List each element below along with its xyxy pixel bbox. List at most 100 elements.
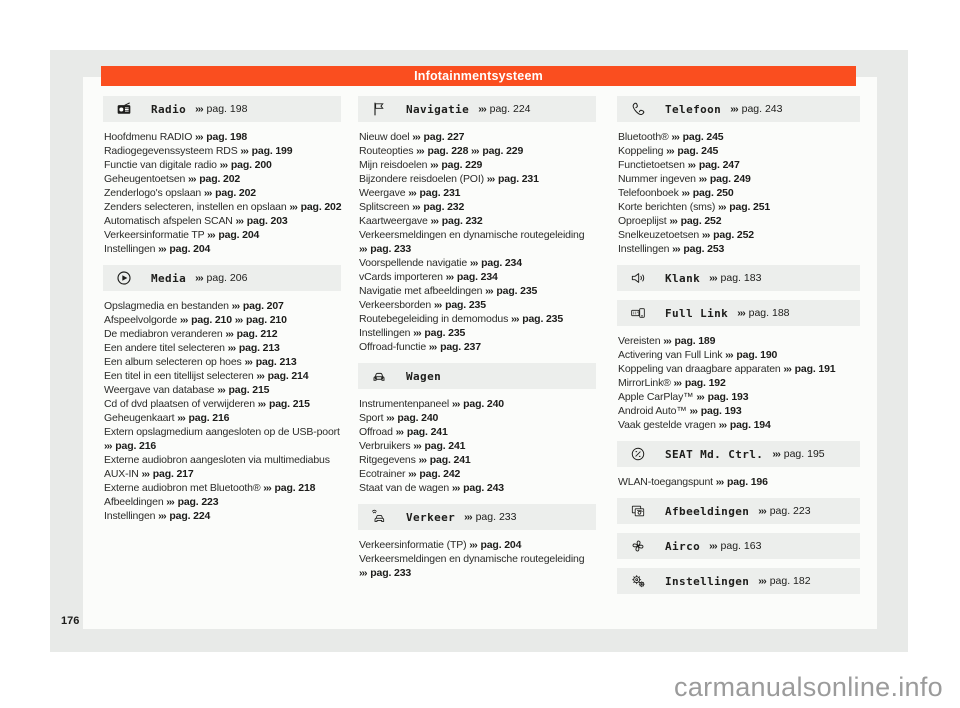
section-label: Radio xyxy=(151,102,187,116)
toc-item: Mijn reisdoelen ››› pag. 229 xyxy=(359,159,483,171)
ref-chevrons-icon: ››› xyxy=(244,356,252,368)
page-ref: ››› pag. 199 xyxy=(240,145,293,157)
ref-chevrons-icon: ››› xyxy=(203,187,212,199)
toc-item: Instellingen ››› pag. 204 xyxy=(104,243,211,255)
toc-item: Cd of dvd plaatsen of verwijderen ››› pa… xyxy=(104,398,310,410)
section-item-list: WLAN-toegangspunt ››› pag. 196 xyxy=(618,475,875,489)
section-wagen: Wagen Instrumentenpaneel ››› pag. 240 Spor… xyxy=(358,363,596,495)
page-ref: ››› pag. 182 xyxy=(758,575,811,587)
toc-item: Telefoonboek ››› pag. 250 xyxy=(618,187,734,199)
toc-item: Een andere titel selecteren ››› pag. 213 xyxy=(104,342,280,354)
toc-item: Staat van de wagen ››› pag. 243 xyxy=(359,482,504,494)
section-item-list: Vereisten ››› pag. 189 Activering van Ful… xyxy=(618,334,875,432)
page-ref: ››› pag. 213 xyxy=(244,356,297,368)
ref-chevrons-icon: ››› xyxy=(783,363,791,375)
toc-item: Geheugentoetsen ››› pag. 202 xyxy=(104,173,241,185)
section-telefoon: Telefoon ››› pag. 243 Bluetooth® ››› pag. … xyxy=(617,96,860,256)
page-ref: ››› pag. 198 xyxy=(195,103,248,115)
ref-chevrons-icon: ››› xyxy=(718,419,727,431)
toc-item: Nieuw doel ››› pag. 227 xyxy=(359,131,465,143)
page-ref: ››› pag. 252 xyxy=(701,229,754,241)
flag-icon xyxy=(371,101,387,117)
ref-chevrons-icon: ››› xyxy=(359,243,367,255)
column-right: Telefoon ››› pag. 243 Bluetooth® ››› pag. … xyxy=(617,96,860,603)
toc-item: Weergave ››› pag. 231 xyxy=(359,187,461,199)
page-ref: ››› pag. 223 xyxy=(166,496,219,508)
section-instellingen: Instellingen ››› pag. 182 xyxy=(617,568,860,594)
gears-icon xyxy=(630,573,646,589)
section-header-media: Media ››› pag. 206 xyxy=(103,265,341,291)
section-radio: Radio ››› pag. 198 Hoofdmenu RADIO ››› pag… xyxy=(103,96,342,256)
ref-chevrons-icon: ››› xyxy=(737,307,745,319)
ref-chevrons-icon: ››› xyxy=(469,257,478,269)
section-header-verkeer: Verkeer ››› pag. 233 xyxy=(358,504,596,530)
section-label: Media xyxy=(151,271,187,285)
toc-item: Instellingen ››› pag. 253 xyxy=(618,243,725,255)
section-header-instellingen: Instellingen ››› pag. 182 xyxy=(617,568,860,594)
page-ref: ››› pag. 204 xyxy=(158,243,211,255)
page-ref: ››› pag. 227 xyxy=(412,131,465,143)
ref-chevrons-icon: ››› xyxy=(188,173,196,185)
ref-chevrons-icon: ››› xyxy=(433,299,442,311)
page-ref: ››› pag. 229 xyxy=(430,159,483,171)
ref-chevrons-icon: ››› xyxy=(469,539,477,551)
page-ref: ››› pag. 202 xyxy=(188,173,241,185)
page-ref: ››› pag. 195 xyxy=(772,448,825,460)
toc-item: Verkeersinformatie TP ››› pag. 204 xyxy=(104,229,260,241)
ref-chevrons-icon: ››› xyxy=(709,540,717,552)
ref-chevrons-icon: ››› xyxy=(177,412,185,424)
ref-chevrons-icon: ››› xyxy=(673,377,682,389)
section-item-list: Opslagmedia en bestanden ››› pag. 207 Afs… xyxy=(104,299,356,523)
toc-item: Instellingen ››› pag. 235 xyxy=(359,327,466,339)
section-item-list: Bluetooth® ››› pag. 245 Koppeling ››› pag… xyxy=(618,130,875,256)
chapter-banner: Infotainmentsysteem xyxy=(101,66,856,86)
toc-item: Externe audiobron aangesloten via multim… xyxy=(104,454,330,480)
ref-chevrons-icon: ››› xyxy=(256,370,264,382)
ref-chevrons-icon: ››› xyxy=(510,313,519,325)
toc-item: Functietoetsen ››› pag. 247 xyxy=(618,159,740,171)
page-ref: ››› pag. 202 xyxy=(289,201,342,213)
section-header-telefoon: Telefoon ››› pag. 243 xyxy=(617,96,860,122)
ref-chevrons-icon: ››› xyxy=(412,131,420,143)
toc-item: Splitscreen ››› pag. 232 xyxy=(359,201,465,213)
section-label: Airco xyxy=(665,539,701,553)
ref-chevrons-icon: ››› xyxy=(104,440,112,452)
section-header-afbeeldingen: Afbeeldingen ››› pag. 223 xyxy=(617,498,860,524)
ref-chevrons-icon: ››› xyxy=(413,440,421,452)
ref-chevrons-icon: ››› xyxy=(386,412,394,424)
toc-item: Nummer ingeven ››› pag. 249 xyxy=(618,173,751,185)
section-label: Telefoon xyxy=(665,102,722,116)
page-ref: ››› pag. 240 xyxy=(386,412,439,424)
page-ref: ››› pag. 241 xyxy=(418,454,471,466)
page-ref: ››› pag. 193 xyxy=(696,391,749,403)
page-ref: ››› pag. 210 xyxy=(179,314,232,326)
page-ref: ››› pag. 203 xyxy=(235,215,288,227)
page-ref: ››› pag. 216 xyxy=(177,412,230,424)
section-item-list: Hoofdmenu RADIO ››› pag. 198 Radiogegeven… xyxy=(104,130,356,256)
ref-chevrons-icon: ››› xyxy=(486,173,495,185)
ref-chevrons-icon: ››› xyxy=(195,103,203,115)
toc-item: Extern opslagmedium aangesloten op de US… xyxy=(104,426,340,452)
ref-chevrons-icon: ››› xyxy=(412,201,420,213)
toc-item: Ritgegevens ››› pag. 241 xyxy=(359,454,471,466)
section-label: SEAT Md. Ctrl. xyxy=(665,447,764,461)
page-ref: ››› pag. 252 xyxy=(669,215,722,227)
toc-item: Een album selecteren op hoes ››› pag. 21… xyxy=(104,356,297,368)
page-ref: ››› pag. 163 xyxy=(709,540,762,552)
ref-chevrons-icon: ››› xyxy=(408,468,416,480)
ref-chevrons-icon: ››› xyxy=(416,145,424,157)
page-ref: ››› pag. 196 xyxy=(715,476,768,488)
page-number: 176 xyxy=(61,615,80,627)
page-ref: ››› pag. 234 xyxy=(445,271,498,283)
page-ref: ››› pag. 224 xyxy=(478,103,531,115)
page-ref: ››› pag. 233 xyxy=(464,511,517,523)
ref-chevrons-icon: ››› xyxy=(408,187,416,199)
page-ref: ››› pag. 241 xyxy=(395,426,448,438)
toc-item: Routebegeleiding in demomodus ››› pag. 2… xyxy=(359,313,564,325)
toc-item: Bijzondere reisdoelen (POI) ››› pag. 231 xyxy=(359,173,539,185)
page-ref: ››› pag. 235 xyxy=(510,313,564,325)
page-ref: ››› pag. 207 xyxy=(231,300,284,312)
toc-item: MirrorLink® ››› pag. 192 xyxy=(618,377,726,389)
page-ref: ››› pag. 240 xyxy=(451,398,504,410)
ref-chevrons-icon: ››› xyxy=(672,243,680,255)
